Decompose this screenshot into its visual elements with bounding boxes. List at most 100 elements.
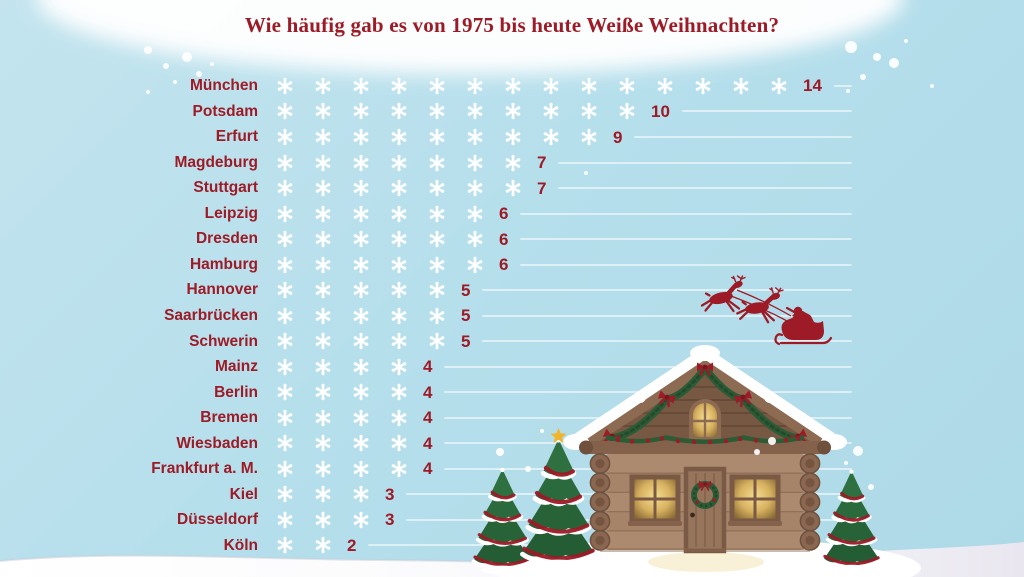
snowflake-icon (266, 102, 304, 120)
christmas-tree-small (470, 465, 534, 577)
log-cabin-illustration (563, 345, 847, 554)
row-baseline (634, 136, 852, 138)
snowflake-icon (266, 154, 304, 172)
value-label: 6 (499, 255, 509, 275)
snowflake-row (266, 460, 418, 478)
snowflake-icon (342, 230, 380, 248)
snowflake-row (266, 256, 494, 274)
snowflake-icon (418, 179, 456, 197)
snowflake-row (266, 281, 456, 299)
value-label: 5 (461, 331, 471, 351)
snowflake-icon (532, 102, 570, 120)
snowflake-icon (456, 154, 494, 172)
snowflake-icon (380, 460, 418, 478)
snowflake-icon (266, 434, 304, 452)
snowflake-icon (304, 102, 342, 120)
value-label: 6 (499, 204, 509, 224)
snowflake-icon (342, 179, 380, 197)
snowflake-icon (456, 179, 494, 197)
snowflake-icon (304, 536, 342, 554)
snowflake-icon (494, 179, 532, 197)
snowflake-icon (570, 128, 608, 146)
snowflake-icon (380, 154, 418, 172)
city-label: Hamburg (189, 255, 258, 273)
snowflake-icon (608, 102, 646, 120)
snowflake-icon (570, 102, 608, 120)
snowflake-row (266, 77, 798, 95)
snowflake-icon (380, 128, 418, 146)
city-label: Mainz (214, 358, 258, 376)
snowflake-icon (266, 536, 304, 554)
snowflake-row (266, 205, 494, 223)
value-label: 2 (347, 535, 357, 555)
chart-row: Magdeburg 7 (0, 150, 852, 176)
chart-row: Leipzig 6 (0, 201, 852, 227)
snowflake-icon (304, 460, 342, 478)
snowflake-icon (304, 409, 342, 427)
snowflake-icon (380, 230, 418, 248)
row-baseline (833, 84, 852, 87)
snowflake-icon (266, 383, 304, 401)
snowflake-row (266, 409, 418, 427)
snowflake-icon (494, 102, 532, 120)
snowflake-icon (418, 154, 456, 172)
value-label: 4 (423, 357, 433, 377)
value-label: 5 (461, 280, 471, 300)
value-label: 4 (423, 382, 433, 402)
snowflake-row (266, 511, 380, 529)
snowflake-icon (380, 205, 418, 223)
row-baseline (520, 263, 852, 266)
snowflake-icon (418, 281, 456, 299)
snowflake-icon (418, 102, 456, 120)
snowflake-icon (646, 77, 684, 95)
snowflake-icon (456, 256, 494, 274)
pictograph-rows: München 14 Potsdam 10 Erfurt 9 Magdeburg 7 Stutt… (0, 77, 852, 555)
snowflake-icon (304, 358, 342, 376)
snowflake-icon (266, 358, 304, 376)
row-baseline (681, 110, 852, 113)
snowflake-icon (304, 281, 342, 299)
snowflake-icon (494, 154, 532, 172)
christmas-tree-right (820, 467, 883, 576)
snowflake-icon (266, 230, 304, 248)
snowflake-icon (304, 383, 342, 401)
snowflake-icon (418, 256, 456, 274)
snowflake-icon (342, 358, 380, 376)
value-label: 6 (499, 229, 509, 249)
snowflake-icon (380, 307, 418, 325)
chart-row: Hamburg 6 (0, 252, 852, 278)
snowflake-row (266, 102, 646, 120)
city-label: Stuttgart (193, 179, 258, 197)
snowflake-icon (342, 102, 380, 120)
snowflake-icon (304, 179, 342, 197)
chart-row: Saarbrücken 5 (0, 303, 852, 329)
snowflake-icon (418, 128, 456, 146)
snowflake-icon (456, 128, 494, 146)
santa-sleigh-icon (702, 276, 833, 346)
snowflake-icon (760, 77, 798, 95)
row-baseline (558, 161, 852, 164)
snowflake-icon (342, 77, 380, 95)
snowflake-row (266, 307, 456, 325)
city-label: Kiel (229, 485, 258, 503)
snowflake-row (266, 154, 532, 172)
snowflake-icon (456, 77, 494, 95)
snowflake-row (266, 128, 608, 146)
snowflake-row (266, 485, 380, 503)
snowflake-icon (342, 205, 380, 223)
snowflake-icon (266, 179, 304, 197)
snowflake-icon (342, 409, 380, 427)
snowflake-icon (304, 307, 342, 325)
row-baseline (482, 289, 852, 292)
page-title: Wie häufig gab es von 1975 bis heute Wei… (244, 13, 780, 37)
snowflake-icon (684, 77, 722, 95)
city-label: Köln (223, 536, 258, 554)
snowflake-icon (342, 485, 380, 503)
value-label: 7 (537, 153, 547, 173)
snowflake-icon (342, 307, 380, 325)
city-label: Erfurt (215, 128, 258, 146)
snowflake-icon (266, 409, 304, 427)
value-label: 7 (537, 178, 547, 198)
snowflake-icon (266, 511, 304, 529)
